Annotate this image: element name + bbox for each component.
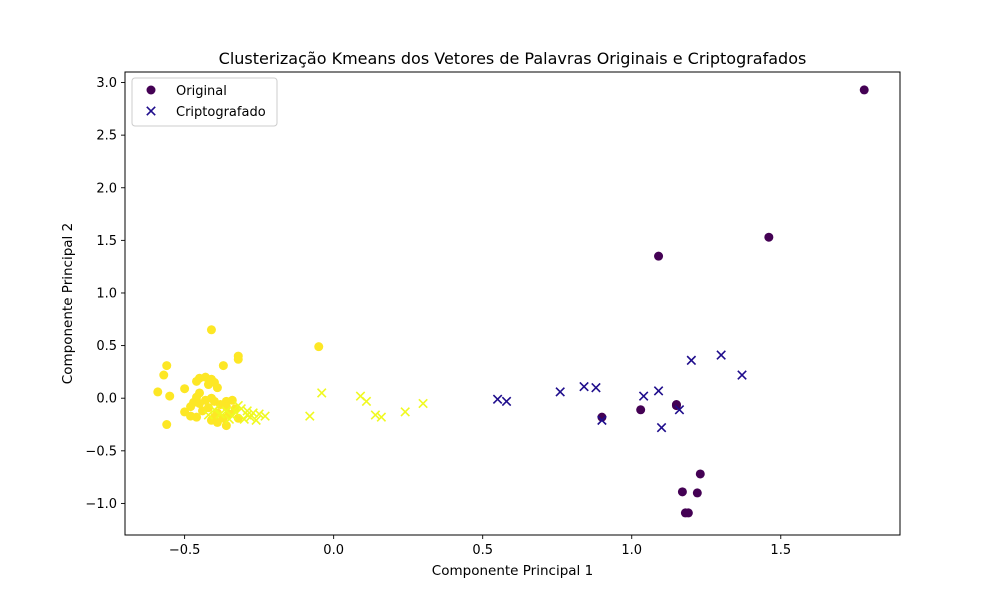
x-tick-label: 0.5 [472,543,493,558]
data-point-criptografado [224,414,235,425]
y-tick-label: 1.5 [96,234,117,249]
data-point-original [206,325,216,335]
data-point-criptografado [260,411,270,421]
data-point-original [159,370,169,380]
data-point-original [180,384,190,394]
data-point-original [212,417,222,427]
data-point-criptografado [579,381,589,392]
data-point-original [162,361,172,371]
data-point-criptografado [686,355,697,366]
legend-marker-original [146,85,156,95]
data-point-criptografado [501,396,512,407]
data-point-criptografado [737,370,747,380]
data-point-original [192,376,202,386]
data-point-criptografado [305,411,315,421]
legend-label-original: Original [176,84,227,99]
data-point-criptografado [591,382,601,393]
data-point-original [195,398,205,408]
y-tick-label: 3.0 [96,76,117,91]
data-point-criptografado [555,387,565,397]
data-point-criptografado [674,405,685,415]
x-tick-label: −0.5 [169,543,201,558]
y-axis: −1.0 −0.5 0.0 0.5 1.0 1.5 2.0 2.5 3.0 [85,76,125,512]
data-point-original [186,402,196,412]
y-tick-label: 2.0 [96,181,117,196]
data-point-criptografado [653,386,664,396]
data-point-criptografado [230,407,241,417]
data-point-original [671,400,681,410]
data-point-original [677,487,687,497]
y-tick-label: 0.5 [96,339,117,354]
data-point-criptografado [376,412,387,422]
data-point-criptografado [361,396,372,407]
data-point-criptografado [316,388,327,398]
legend-box [131,77,278,127]
data-point-criptografado [221,406,232,416]
data-point-original [233,354,243,364]
data-point-original [636,405,646,415]
y-tick-label: 2.5 [96,129,117,144]
legend-marker-criptografado [146,106,156,116]
data-point-original [153,387,163,397]
x-tick-label: 1.5 [770,543,791,558]
data-point-criptografado [638,391,649,401]
data-point-original [203,380,213,390]
data-point-original [683,508,693,518]
data-point-criptografado [239,414,249,425]
data-point-original [165,391,175,401]
data-point-criptografado [215,409,226,419]
plot-marks [153,85,869,518]
data-point-original [162,420,172,430]
data-point-criptografado [248,408,258,418]
x-tick-label: 1.0 [621,543,642,558]
plot-frame [124,71,901,536]
data-point-criptografado [242,406,252,416]
data-point-original [198,406,207,416]
data-point-original [314,342,324,352]
y-axis-label: Componente Principal 2 [60,223,76,384]
data-point-criptografado [209,405,220,415]
data-point-criptografado [251,415,261,426]
data-point-criptografado [400,407,410,417]
data-point-original [692,488,702,498]
legend: Original Criptografado [131,77,278,127]
data-point-criptografado [656,422,667,433]
data-point-criptografado [716,350,726,360]
y-tick-label: 0.0 [96,392,117,407]
data-point-criptografado [492,394,503,405]
data-point-original [695,469,705,479]
data-point-criptografado [233,400,244,411]
y-tick-label: 1.0 [96,286,117,301]
x-tick-label: 0.0 [323,543,344,558]
data-point-original [597,412,607,422]
y-tick-label: −1.0 [85,497,117,512]
data-point-criptografado [418,398,428,409]
data-point-original [192,412,202,422]
y-tick-label: −0.5 [85,444,117,459]
data-point-original [221,421,231,431]
data-point-original [654,251,664,261]
data-point-original [212,383,222,393]
x-axis-label: Componente Principal 1 [432,563,593,579]
x-axis: −0.5 0.0 0.5 1.0 1.5 [169,535,791,558]
legend-label-criptografado: Criptografado [176,105,266,120]
data-point-original [859,85,869,95]
chart-title: Clusterização Kmeans dos Vetores de Pala… [219,49,807,68]
data-point-criptografado [370,410,381,420]
data-point-original [218,361,228,371]
data-point-original [764,232,774,242]
data-point-criptografado [242,410,252,420]
data-point-criptografado [597,415,607,426]
